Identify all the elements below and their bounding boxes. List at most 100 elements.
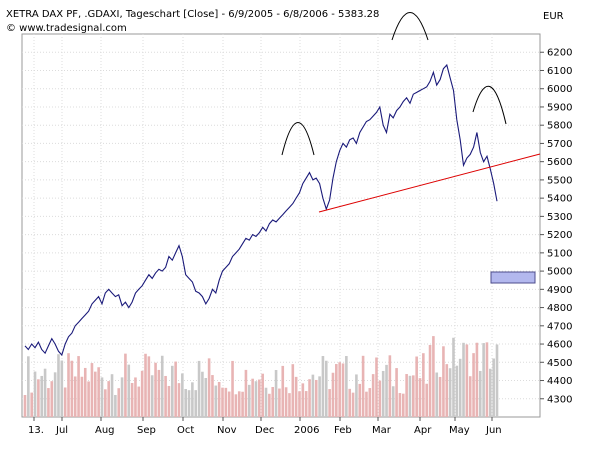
volume-bar (93, 371, 97, 417)
volume-bar (144, 353, 147, 417)
volume-bar (201, 371, 204, 417)
volume-bar (234, 394, 238, 417)
volume-bar (204, 378, 208, 417)
volume-bar (278, 388, 281, 417)
volume-bar (160, 355, 164, 417)
volume-bar (458, 358, 462, 417)
volume-bar (405, 374, 408, 417)
volume-bar (485, 342, 489, 417)
volume-bar (331, 372, 335, 417)
y-tick-label: 5400 (547, 194, 572, 205)
y-tick-label: 6000 (547, 84, 572, 95)
volume-bar (381, 370, 385, 417)
volume-bar (261, 373, 264, 417)
volume-bar (147, 356, 151, 417)
volume-bar (80, 376, 84, 417)
volume-bar (288, 393, 291, 417)
volume-bar (348, 388, 352, 417)
arc-head (391, 12, 429, 41)
volume-bar (181, 373, 184, 417)
volume-bar (214, 385, 218, 417)
volume-bar (401, 393, 405, 417)
volume-bar (43, 368, 47, 417)
volume-bar (53, 372, 57, 417)
y-tick-label: 5600 (547, 157, 572, 168)
volume-bar (345, 356, 348, 417)
volume-bar (271, 387, 275, 417)
volume-bar (60, 360, 64, 417)
volume-bar (164, 375, 167, 417)
volume-bar (97, 367, 100, 417)
volume-bar (435, 372, 439, 417)
volume-bar (137, 386, 141, 417)
volume-bar (478, 370, 482, 417)
x-tick-label: Jul (55, 425, 68, 436)
volume-bar (177, 383, 181, 417)
volume-bar (438, 376, 442, 417)
volume-bar (311, 374, 315, 417)
x-tick-label: Jun (485, 425, 502, 436)
volume-bar (492, 358, 495, 417)
volume-bar (475, 342, 479, 417)
volume-bar (124, 353, 127, 417)
volume-bar (391, 386, 395, 417)
volume-bar (117, 388, 121, 417)
volume-bar (224, 387, 228, 417)
volume-bar (371, 374, 375, 417)
volume-bar (361, 355, 365, 417)
y-tick-label: 6200 (547, 48, 572, 59)
plot-frame (21, 33, 541, 418)
volume-bar (425, 383, 429, 417)
volume-bar (127, 364, 131, 417)
volume-bar (87, 381, 90, 417)
volume-bar (472, 353, 475, 417)
volume-bar (385, 364, 388, 417)
volume-bar (341, 363, 345, 417)
volume-bar (304, 391, 308, 417)
volume-bar (418, 378, 422, 417)
volume-bar (241, 391, 244, 417)
volume-bar (251, 378, 254, 417)
volume-bar (482, 343, 485, 417)
volume-bar (104, 389, 107, 417)
volume-bar (157, 369, 161, 417)
volume-bar (23, 395, 27, 417)
y-tick-label: 5900 (547, 102, 572, 113)
volume-bar (217, 382, 221, 417)
x-tick-label: Mar (372, 425, 392, 436)
volume-bar (412, 375, 415, 417)
volume-bar (284, 387, 288, 417)
x-tick-label: Dec (255, 425, 274, 436)
volume-bar (355, 374, 358, 417)
volume-bar (211, 375, 214, 417)
y-tick-label: 5700 (547, 139, 572, 150)
y-tick-label: 4700 (547, 321, 572, 332)
volume-bar (30, 392, 33, 417)
y-tick-label: 5200 (547, 230, 572, 241)
volume-bar (395, 368, 398, 417)
chart-title: XETRA DAX PF, .GDAXI, Tageschart [Close]… (6, 9, 380, 20)
volume-bars (23, 336, 499, 417)
y-tick-label: 6100 (547, 66, 572, 77)
x-tick-label: Oct (177, 425, 194, 436)
price-series (24, 63, 498, 357)
volume-bar (154, 362, 157, 417)
grid-layer (21, 33, 541, 418)
volume-bar (358, 383, 362, 417)
volume-bar (324, 360, 328, 417)
volume-bar (244, 369, 248, 417)
volume-bar (107, 381, 110, 417)
volume-bar (335, 364, 338, 417)
volume-bar (495, 344, 499, 417)
volume-bar (90, 363, 94, 417)
volume-bar (130, 383, 134, 417)
volume-bar (191, 382, 194, 417)
x-tick-label: May (449, 425, 470, 436)
volume-bar (174, 361, 177, 417)
volume-bar (432, 336, 435, 417)
y-tick-label: 4600 (547, 340, 572, 351)
volume-bar (184, 389, 187, 417)
volume-bar (120, 377, 124, 417)
y-tick-label: 5100 (547, 248, 572, 259)
y-tick-label: 5300 (547, 212, 572, 223)
